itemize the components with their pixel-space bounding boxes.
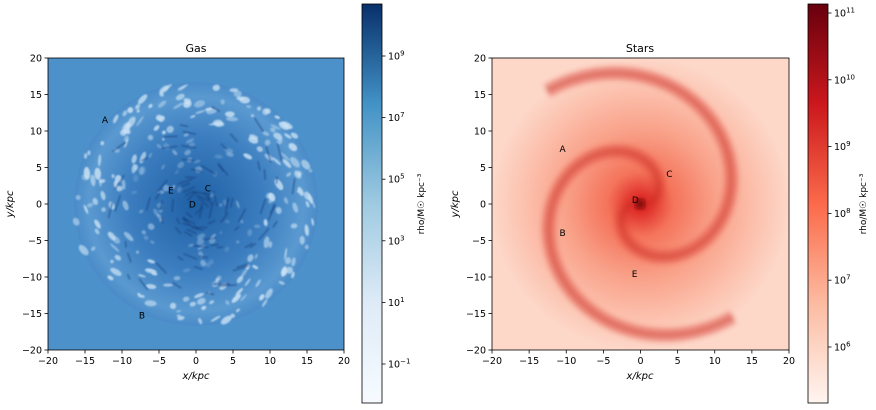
gas-colorbar-tick-label: 109 bbox=[388, 50, 405, 63]
gas-y-tick-label: −5 bbox=[28, 236, 42, 247]
gas-y-tick-label: 0 bbox=[36, 200, 42, 211]
gas-colorbar-tick-label: 101 bbox=[388, 296, 405, 309]
marker-label-a: A bbox=[102, 116, 109, 126]
gas-colorbar-label: rho/M☉ kpc⁻³ bbox=[417, 173, 427, 234]
gas-x-tick-label: 10 bbox=[264, 356, 276, 367]
stars-y-tick-label: −20 bbox=[466, 346, 486, 357]
stars-y-tick-label: −15 bbox=[466, 309, 486, 320]
stars-x-tick-label: −5 bbox=[596, 356, 610, 367]
gas-x-tick-label: −20 bbox=[38, 356, 58, 367]
gas-y-tick-label: −15 bbox=[22, 309, 42, 320]
stars-colorbar: 1011 1010 109 108 107 106 rho/M☉ kpc⁻³ bbox=[807, 3, 869, 404]
stars-y-tick-label: 0 bbox=[480, 200, 486, 211]
marker-label-b: B bbox=[559, 229, 565, 239]
gas-colorbar-tick-label: 10−1 bbox=[388, 358, 410, 371]
gas-x-axis-label: x/kpc bbox=[182, 371, 210, 382]
stars-x-tick-label: 20 bbox=[783, 356, 795, 367]
stars-y-tick-label: −10 bbox=[466, 273, 486, 284]
stars-colorbar-tick-label: 106 bbox=[834, 341, 851, 354]
gas-colorbar-tick-label: 107 bbox=[388, 111, 405, 124]
gas-x-tick-label: 20 bbox=[338, 356, 350, 367]
stars-markers: A B C D E bbox=[559, 145, 672, 280]
stars-x-tick-label: −15 bbox=[519, 356, 539, 367]
gas-y-axis-label: y/kpc bbox=[5, 190, 16, 218]
gas-y-tick-label: 5 bbox=[36, 163, 42, 174]
gas-y-tick-label: 15 bbox=[30, 90, 42, 101]
stars-image bbox=[492, 58, 789, 350]
gas-x-tick-label: 15 bbox=[301, 356, 313, 367]
gas-x-tick-label: −10 bbox=[112, 356, 132, 367]
gas-image bbox=[72, 82, 318, 326]
marker-label-d: D bbox=[632, 196, 639, 206]
stars-x-axis-label: x/kpc bbox=[626, 371, 654, 382]
gas-x-tick-label: −5 bbox=[152, 356, 166, 367]
stars-colorbar-tick-label: 108 bbox=[834, 207, 851, 220]
gas-colorbar-bar bbox=[361, 3, 383, 404]
stars-colorbar-tick-label: 109 bbox=[834, 140, 851, 153]
stars-y-tick-label: 20 bbox=[474, 54, 486, 65]
marker-label-d: D bbox=[189, 201, 196, 211]
stars-colorbar-tick-label: 1011 bbox=[834, 7, 855, 20]
stars-colorbar-ticks: 1011 1010 109 108 107 106 bbox=[828, 7, 855, 354]
stars-x-tick-label: 10 bbox=[709, 356, 721, 367]
stars-y-tick-label: 10 bbox=[474, 127, 486, 138]
marker-label-b: B bbox=[139, 311, 145, 321]
marker-label-a: A bbox=[559, 145, 566, 155]
stars-x-tick-label: −20 bbox=[482, 356, 502, 367]
gas-colorbar: 109 107 105 103 101 10−1 rho/M☉ kpc⁻³ bbox=[361, 3, 427, 404]
stars-x-tick-label: 0 bbox=[637, 356, 643, 367]
gas-x-tick-label: −15 bbox=[75, 356, 95, 367]
stars-x-tick-label: −10 bbox=[556, 356, 576, 367]
stars-colorbar-tick-label: 107 bbox=[834, 274, 851, 287]
gas-x-tick-label: 0 bbox=[193, 356, 199, 367]
gas-y-tick-label: 20 bbox=[30, 54, 42, 65]
gas-colorbar-tick-label: 105 bbox=[388, 173, 405, 186]
stars-x-tick-label: 15 bbox=[746, 356, 758, 367]
gas-panel: Gas −20 −15 −10 −5 0 5 10 15 20 −20−15−10−505101… bbox=[5, 3, 427, 404]
gas-y-tick-label: 10 bbox=[30, 127, 42, 138]
stars-x-ticks: −20 −15 −10 −5 0 5 10 15 20 bbox=[482, 350, 795, 367]
stars-title: Stars bbox=[626, 42, 655, 55]
stars-y-tick-label: 15 bbox=[474, 90, 486, 101]
marker-label-e: E bbox=[168, 187, 174, 197]
stars-x-tick-label: 5 bbox=[675, 356, 681, 367]
gas-colorbar-ticks: 109 107 105 103 101 10−1 bbox=[382, 50, 410, 371]
stars-colorbar-bar bbox=[807, 3, 829, 404]
gas-x-tick-label: 5 bbox=[230, 356, 236, 367]
stars-y-tick-label: 5 bbox=[480, 163, 486, 174]
stars-y-tick-label: −5 bbox=[472, 236, 486, 247]
stars-panel: Stars −20 −15 −10 −5 0 5 10 15 20 −20 −15 −10 −5 0 5 1… bbox=[450, 3, 869, 404]
gas-y-tick-label: −20 bbox=[22, 346, 42, 357]
stars-colorbar-label: rho/M☉ kpc⁻³ bbox=[859, 173, 869, 234]
gas-markers: A B CD E bbox=[102, 116, 211, 322]
marker-label-c: C bbox=[666, 170, 672, 180]
gas-x-ticks: −20 −15 −10 −5 0 5 10 15 20 bbox=[38, 350, 350, 367]
marker-label-c: C bbox=[205, 184, 211, 194]
marker-label-e: E bbox=[632, 270, 638, 280]
stars-y-ticks: −20 −15 −10 −5 0 5 10 15 20 bbox=[466, 54, 492, 357]
gas-y-ticks: −20 −15 −10 −5 0 5 10 15 20 bbox=[22, 54, 48, 357]
stars-y-axis-label: y/kpc bbox=[450, 190, 461, 218]
gas-title: Gas bbox=[186, 42, 207, 55]
stars-colorbar-tick-label: 1010 bbox=[834, 73, 855, 86]
gas-y-tick-label: −10 bbox=[22, 273, 42, 284]
gas-colorbar-tick-label: 103 bbox=[388, 234, 405, 247]
